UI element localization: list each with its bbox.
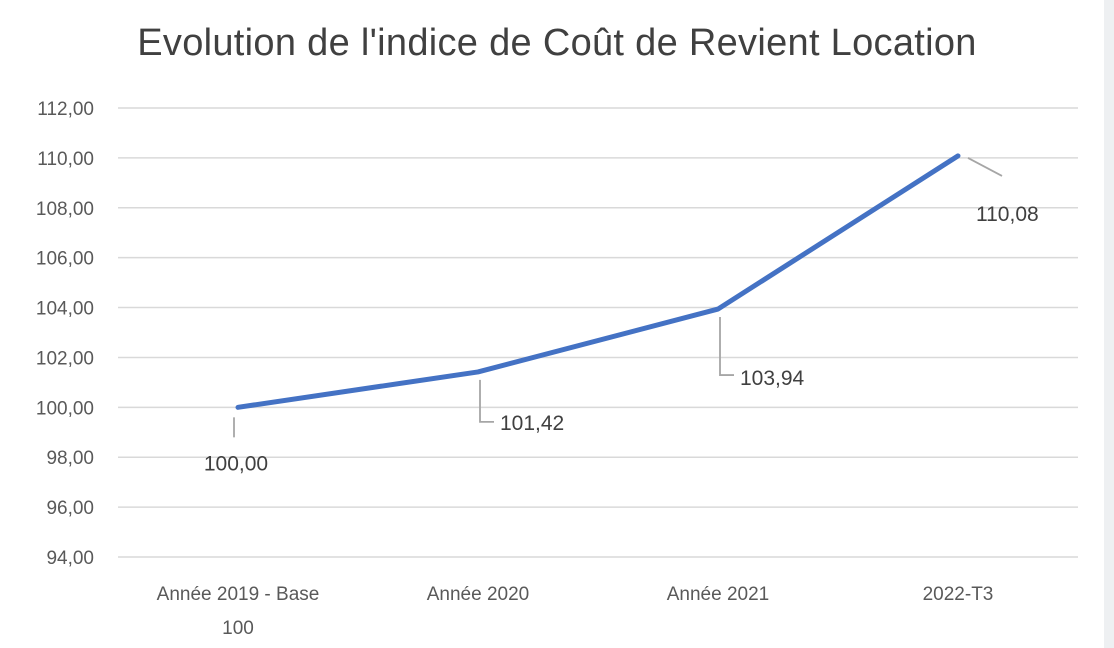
leader-line (967, 157, 1003, 177)
y-tick-label: 94,00 (46, 548, 94, 569)
y-tick-label: 104,00 (36, 299, 94, 320)
y-tick-label: 102,00 (36, 348, 94, 369)
leader-line (479, 379, 494, 423)
data-label: 101,42 (500, 412, 564, 435)
y-tick-label: 98,00 (46, 448, 94, 469)
window-edge (1104, 0, 1114, 648)
series-line (235, 153, 961, 410)
x-tick-label: 2022-T3 (923, 584, 994, 605)
x-tick-label: Année 2020 (427, 584, 530, 605)
y-tick-label: 100,00 (36, 398, 94, 419)
data-label: 100,00 (204, 452, 268, 475)
gridlines (118, 107, 1078, 558)
y-tick-label: 108,00 (36, 199, 94, 220)
y-tick-label: 110,00 (37, 149, 94, 170)
data-labels: 100,00 101,42 103,94 110,08 (204, 157, 1039, 475)
x-tick-label: Année 2021 (667, 584, 770, 605)
x-tick-label: Année 2019 - Base 100 (157, 584, 320, 639)
y-tick-label: 96,00 (46, 498, 94, 519)
y-tick-label: 106,00 (36, 249, 94, 270)
series-line-layer (235, 153, 961, 410)
y-tick-label: 112,00 (37, 99, 94, 120)
data-label: 110,08 (976, 203, 1039, 226)
leader-line (719, 317, 734, 376)
data-label: 103,94 (740, 367, 805, 390)
y-axis-tick-labels: 94,00 96,00 98,00 100,00 102,00 104,00 106,00 1… (36, 99, 94, 569)
chart-title: Evolution de l'indice de Coût de Revient… (137, 22, 977, 64)
x-axis-tick-labels: Année 2019 - Base 100 Année 2020 Année 2021… (157, 584, 994, 639)
